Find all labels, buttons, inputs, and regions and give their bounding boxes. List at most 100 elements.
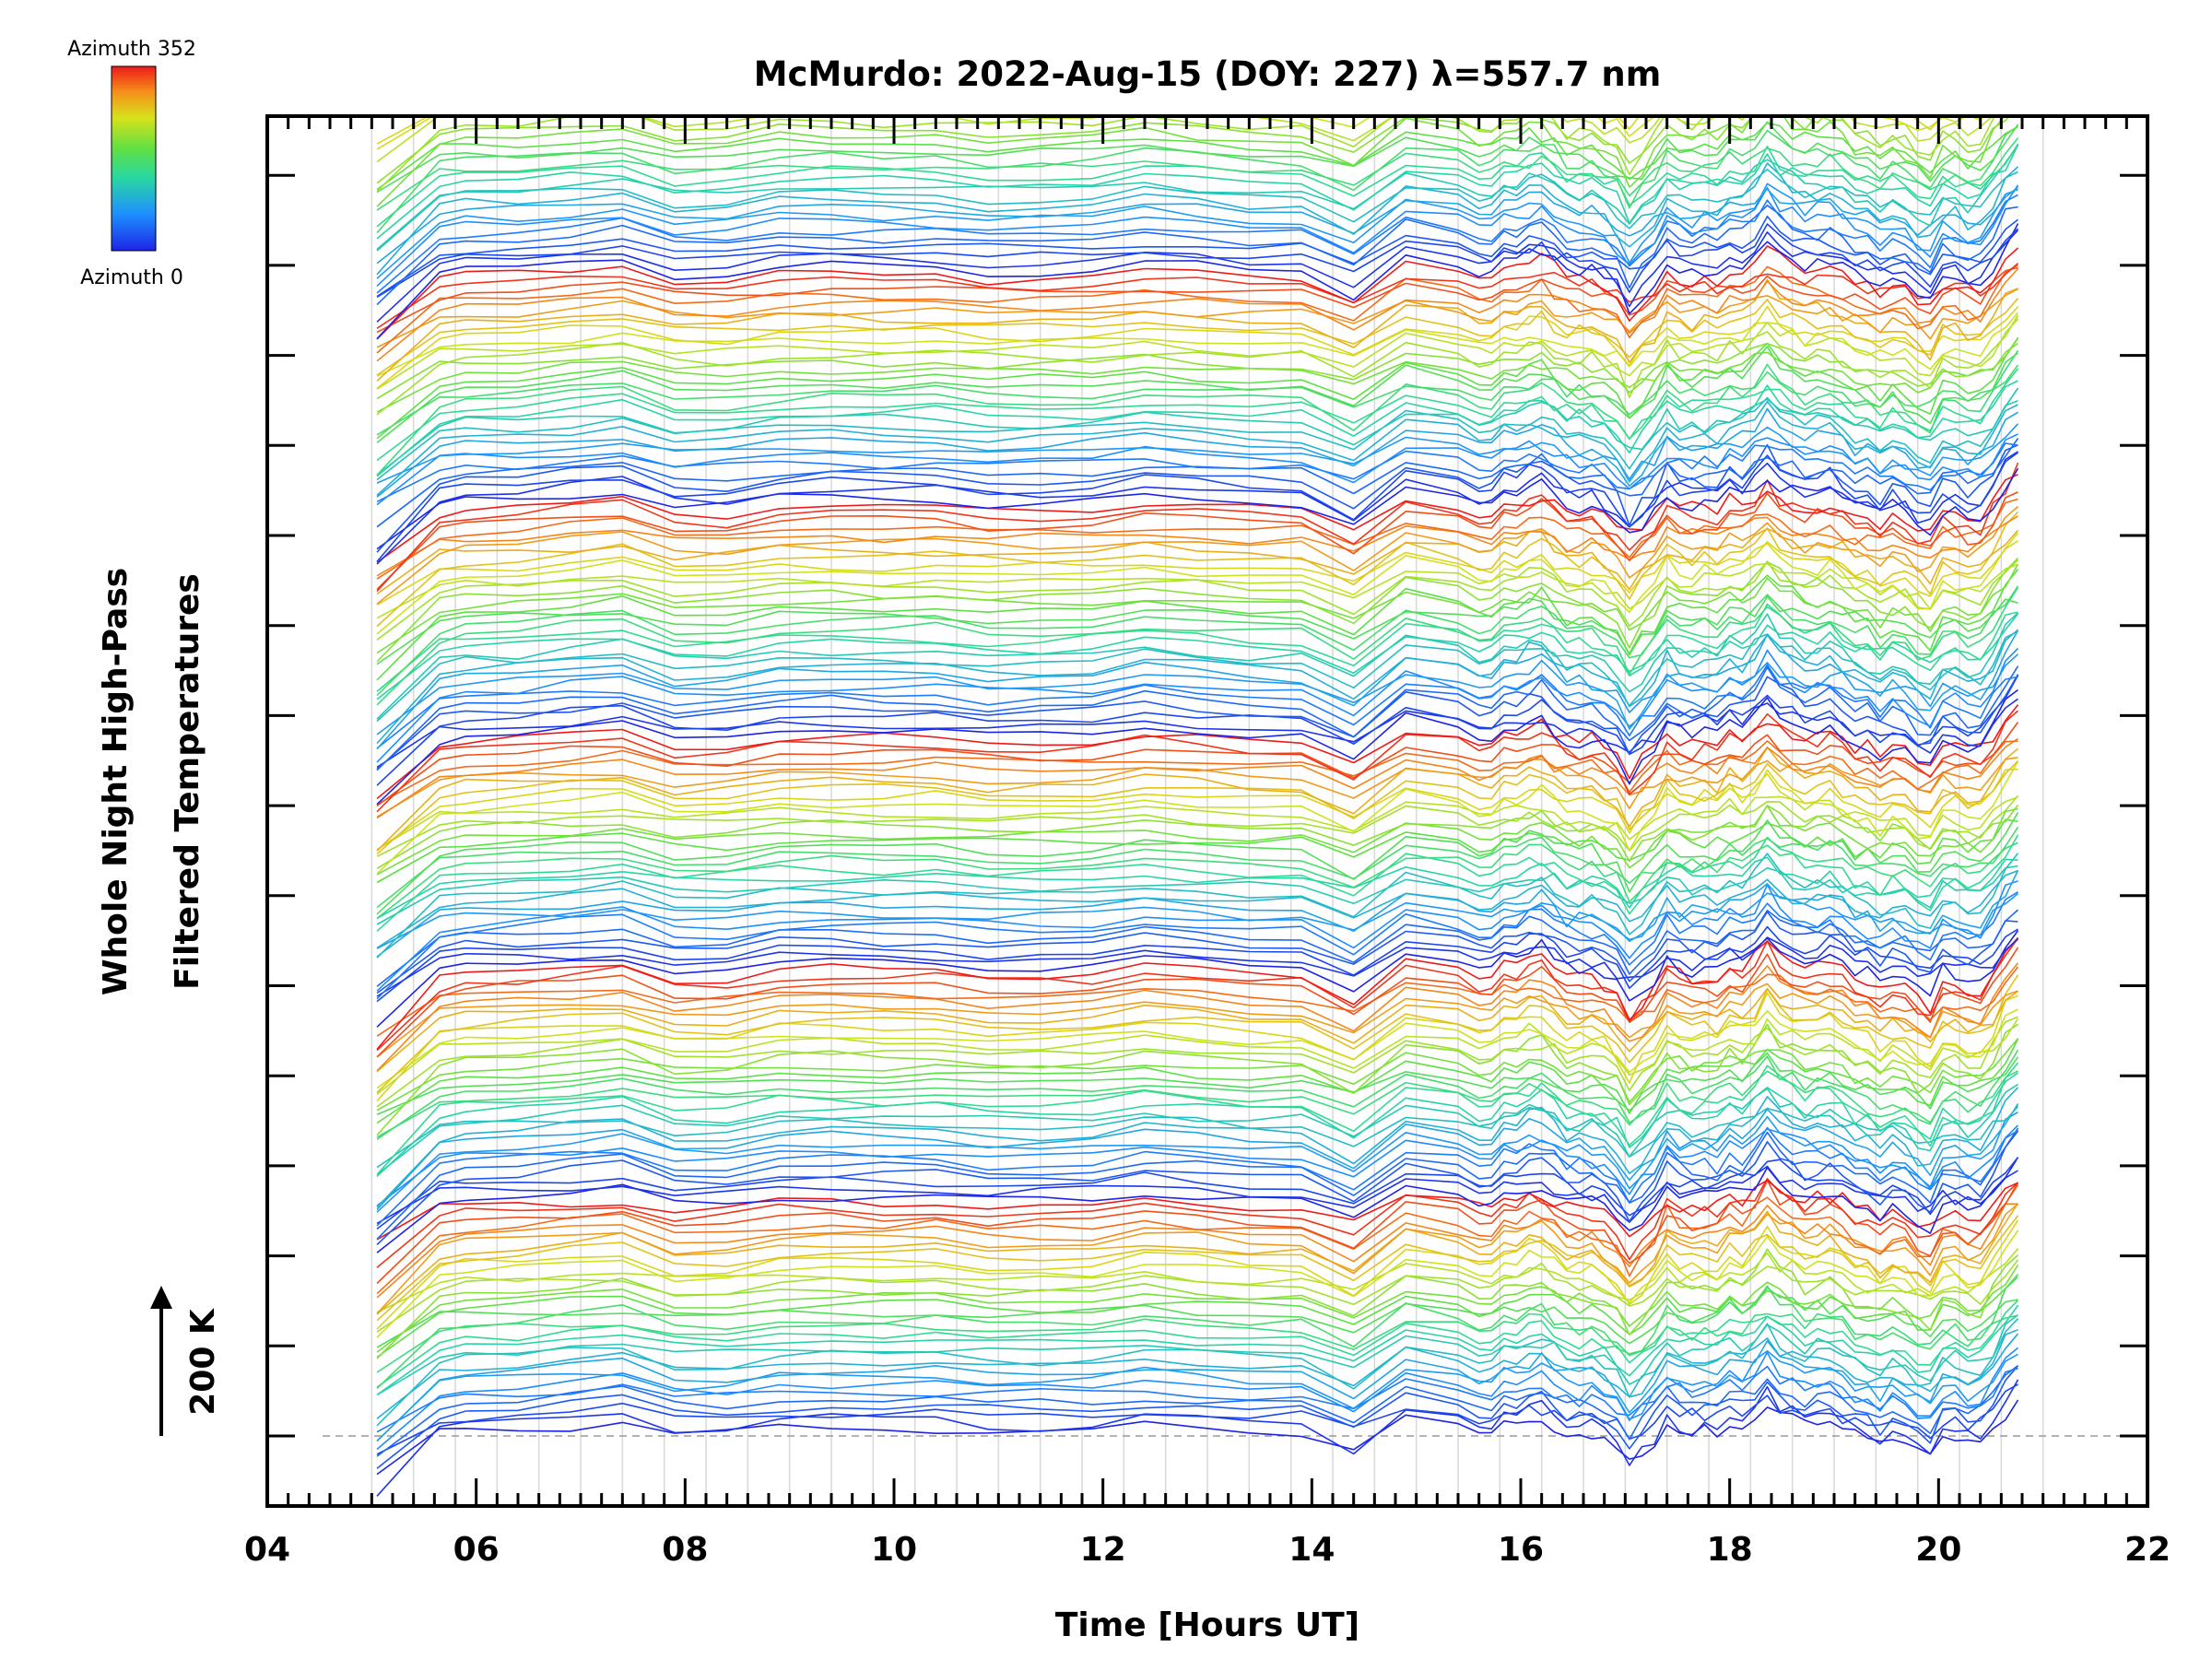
x-tick-label: 10 <box>871 1531 917 1569</box>
temperature-trace <box>376 387 2019 481</box>
temperature-trace <box>376 143 2019 228</box>
temperature-trace <box>376 1203 2019 1315</box>
temperature-trace <box>376 1008 2018 1089</box>
temperature-trace <box>376 1087 2019 1208</box>
axis-ticks <box>265 116 2149 1506</box>
temperature-trace <box>376 443 2018 553</box>
temperature-trace <box>376 612 2019 720</box>
temperature-trace <box>376 1157 2019 1253</box>
temperature-trace <box>376 1314 2018 1396</box>
temperature-trace <box>376 532 2019 635</box>
scale-bar-arrow-head <box>150 1286 172 1309</box>
temperature-trace <box>376 122 2018 191</box>
temperature-trace <box>376 125 2018 234</box>
temperature-trace <box>376 144 2019 251</box>
temperature-trace <box>376 1052 2019 1115</box>
temperature-trace <box>376 498 2018 580</box>
temperature-trace <box>376 936 2019 1051</box>
temperature-trace <box>376 947 2019 1058</box>
temperature-trace <box>376 442 2018 503</box>
temperature-trace <box>376 704 2019 800</box>
temperature-trace <box>376 223 2019 340</box>
temperature-trace <box>376 1178 2019 1268</box>
temperature-trace <box>376 1038 2019 1124</box>
temperature-trace <box>376 856 2018 920</box>
temperature-trace <box>376 1124 2019 1206</box>
temperature-trace <box>376 974 2019 1094</box>
temperature-trace <box>376 1219 2019 1330</box>
temperature-trace <box>376 1287 2018 1348</box>
temperature-trace <box>376 937 2019 1052</box>
temperature-trace <box>376 674 2019 771</box>
colorbar-gradient <box>111 65 157 252</box>
temperature-trace <box>376 346 2018 444</box>
temperature-trace <box>376 380 2018 477</box>
temperature-trace <box>376 264 2018 354</box>
temperature-trace <box>376 795 2018 851</box>
temperature-trace <box>376 1016 2018 1108</box>
temperature-trace <box>376 1347 2019 1451</box>
temperature-trace <box>376 1179 2019 1285</box>
temperature-trace <box>376 747 2019 852</box>
temperature-trace <box>376 740 2018 806</box>
temperature-trace <box>376 433 2018 506</box>
temperature-trace <box>376 121 2019 194</box>
temperature-trace <box>376 664 2018 749</box>
temperature-trace <box>376 805 2019 869</box>
x-tick-label: 12 <box>1080 1531 1126 1569</box>
temperature-trace <box>376 586 2019 706</box>
temperature-trace <box>376 911 2018 994</box>
temperature-trace <box>376 205 2018 306</box>
temperature-trace <box>376 223 2019 299</box>
temperature-trace <box>376 826 2019 909</box>
temperature-trace <box>376 1103 2019 1211</box>
temperature-trace <box>376 603 2018 692</box>
colorbar-top-label: Azimuth 352 <box>67 38 196 61</box>
temperature-trace <box>376 722 2019 807</box>
temperature-trace <box>376 452 2018 562</box>
temperature-trace <box>376 647 2019 763</box>
temperature-trace <box>376 987 2018 1073</box>
temperature-trace <box>376 194 2018 294</box>
temperature-trace <box>376 818 2018 884</box>
x-tick-label: 20 <box>1915 1531 1961 1569</box>
temperature-trace <box>376 116 1994 163</box>
temperature-trace <box>376 1127 2019 1241</box>
x-tick-label: 08 <box>662 1531 708 1569</box>
x-tick-label: 04 <box>244 1531 290 1569</box>
colorbar-bottom-label: Azimuth 0 <box>80 266 183 289</box>
temperature-trace <box>376 1248 2019 1359</box>
temperature-trace <box>376 511 2019 628</box>
x-tick-label: 18 <box>1707 1531 1753 1569</box>
temperature-trace <box>376 318 2019 390</box>
temperature-trace <box>376 266 2018 334</box>
temperature-trace <box>376 559 2019 641</box>
temperature-trace <box>376 698 2018 769</box>
temperature-trace <box>376 368 2019 462</box>
temperature-trace <box>376 1333 2019 1442</box>
temperature-trace <box>376 966 2019 1037</box>
temperature-trace <box>376 630 2018 723</box>
temperature-trace <box>376 216 2018 298</box>
temperature-trace <box>376 182 2018 279</box>
temperature-trace <box>376 653 2019 735</box>
temperature-trace <box>376 962 2019 1072</box>
temperature-traces <box>376 116 2019 1497</box>
temperature-trace <box>376 1365 2019 1469</box>
x-tick-label: 22 <box>2124 1531 2171 1569</box>
temperature-trace <box>376 811 2019 915</box>
temperature-trace <box>376 168 2018 252</box>
temperature-trace <box>376 400 2018 497</box>
temperature-trace <box>376 794 2019 858</box>
temperature-trace <box>376 116 1996 193</box>
temperature-trace <box>376 710 2019 813</box>
temperature-trace <box>376 1276 2019 1390</box>
temperature-trace <box>376 398 2018 476</box>
y-axis-label-line2: Filtered Temperatures <box>169 573 206 990</box>
temperature-trace <box>376 1062 2019 1175</box>
temperature-trace <box>376 337 2019 440</box>
y-axis-label-line1: Whole Night High-Pass <box>97 568 135 995</box>
temperature-trace <box>376 665 2019 771</box>
temperature-trace <box>376 1230 2019 1338</box>
x-tick-labels: 04 06 08 10 12 14 16 18 20 22 <box>244 1531 2171 1569</box>
